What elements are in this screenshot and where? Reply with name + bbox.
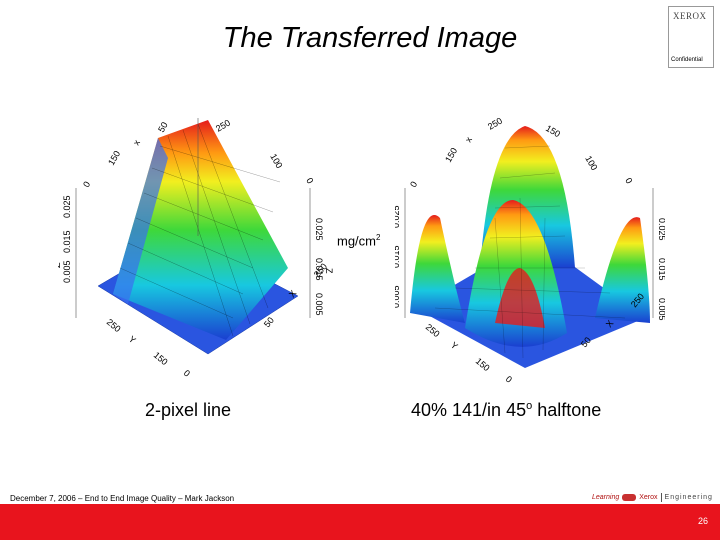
surface-plot-line: 0 150 x 50 250 100 0 0.025 0.015 0.005 Z… [58,118,334,379]
svg-text:250: 250 [214,118,232,134]
svg-text:0.025: 0.025 [62,195,72,218]
svg-text:250: 250 [105,317,123,334]
svg-text:0.005: 0.005 [395,285,401,308]
svg-text:X: X [287,288,299,299]
svg-text:0.005: 0.005 [657,298,665,321]
svg-text:0.005: 0.005 [62,260,72,283]
svg-text:Z: Z [324,268,334,274]
logo-brand-text: XEROX [673,11,707,21]
footer-logo: Learning Xerox Engineering [592,492,713,502]
svg-text:150: 150 [443,146,459,164]
svg-text:Z: Z [58,262,62,268]
svg-text:0.025: 0.025 [395,205,401,228]
confidential-label: Confidential [671,57,703,63]
svg-text:0: 0 [623,176,634,185]
footer-text: December 7, 2006 – End to End Image Qual… [10,494,235,503]
caption-right: 40% 141/in 45o halftone [411,400,602,420]
svg-text:250: 250 [424,322,442,339]
svg-text:x: x [463,135,474,144]
svg-text:0.025: 0.025 [314,218,324,241]
corner-peak-left [410,215,465,323]
globe-icon [622,493,637,501]
svg-text:150: 150 [474,356,492,373]
svg-text:0: 0 [81,180,92,189]
svg-text:0: 0 [504,374,514,385]
svg-text:250: 250 [486,118,504,132]
svg-text:0: 0 [304,176,315,185]
svg-text:50: 50 [156,120,170,134]
svg-text:0: 0 [182,368,192,379]
svg-text:0.005: 0.005 [314,293,324,316]
svg-text:0: 0 [408,180,419,189]
units-label: mg/cm2 [337,233,381,249]
slide-title: The Transferred Image [222,22,518,54]
svg-text:Y: Y [449,340,460,352]
svg-text:0.015: 0.015 [62,230,72,253]
svg-text:0.015: 0.015 [657,258,665,281]
svg-text:100: 100 [268,152,284,170]
svg-text:0.025: 0.025 [657,218,665,241]
svg-text:X: X [604,318,616,329]
svg-text:50: 50 [579,335,593,349]
svg-text:x: x [131,138,142,147]
svg-text:150: 150 [106,149,122,167]
svg-text:0.015: 0.015 [395,245,401,268]
company-logo: XEROX Confidential [668,6,714,68]
svg-text:50: 50 [262,315,276,329]
svg-text:150: 150 [544,123,562,139]
ridge-face [113,138,168,304]
surface-plot-halftone: 0 150 x 250 150 100 0 0.025 0.015 0.005 … [395,118,665,385]
caption-left: 2-pixel line [145,400,232,420]
svg-text:150: 150 [152,350,170,367]
svg-text:100: 100 [583,154,599,172]
corner-peak-right [595,217,650,323]
page-number: 26 [697,516,708,526]
svg-text:Y: Y [127,334,138,346]
svg-text:0.015: 0.015 [314,258,324,281]
footer-bar: 26 [0,504,720,540]
